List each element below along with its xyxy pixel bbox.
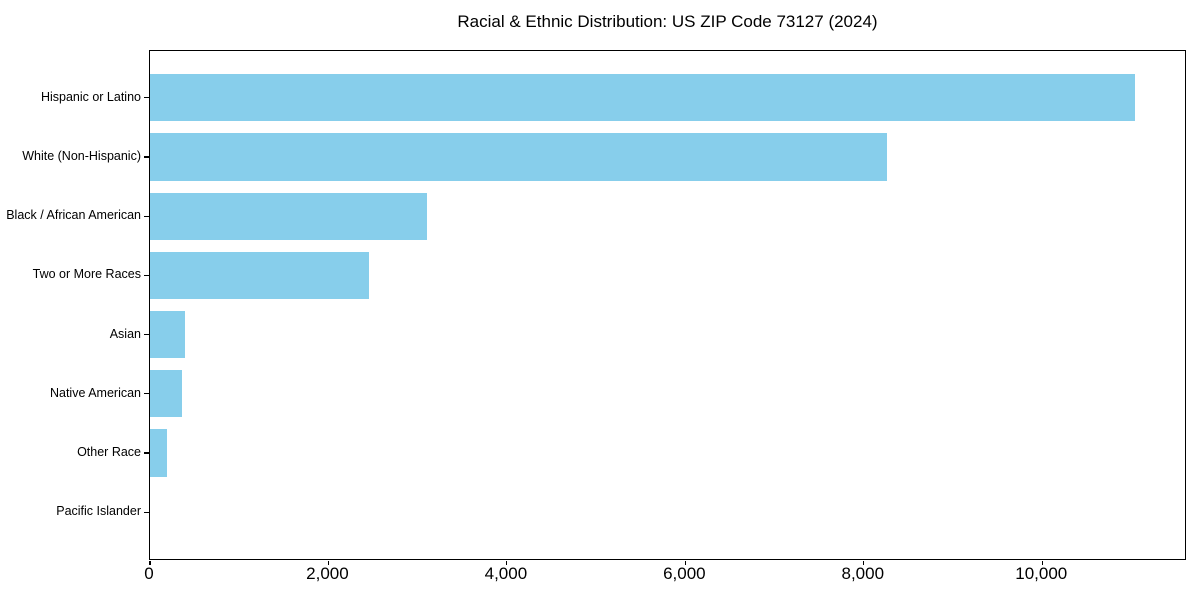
y-tick-mark	[144, 156, 149, 158]
x-axis-tick-label: 0	[144, 564, 154, 583]
y-tick-mark	[144, 393, 149, 395]
bar	[150, 429, 167, 477]
y-axis-label: Black / African American	[6, 208, 141, 223]
y-axis-label: Native American	[49, 385, 141, 400]
y-tick-mark	[144, 452, 149, 454]
y-axis-label: White (Non-Hispanic)	[22, 148, 141, 163]
bar	[150, 74, 1136, 122]
y-tick-mark	[144, 511, 149, 513]
y-tick-mark	[144, 334, 149, 336]
bar	[150, 133, 887, 181]
x-tick-mark	[506, 560, 508, 565]
y-axis-label: Two or More Races	[32, 267, 141, 282]
bar	[150, 251, 370, 300]
x-tick-mark	[684, 560, 686, 565]
y-tick-mark	[144, 97, 149, 99]
x-tick-mark	[863, 560, 865, 565]
y-tick-mark	[144, 215, 149, 217]
y-axis-label: Pacific Islander	[56, 504, 141, 519]
y-tick-mark	[144, 274, 149, 276]
x-axis-tick-label: 6,000	[663, 564, 706, 583]
plot-area	[144, 50, 1186, 565]
x-axis-tick-label: 8,000	[841, 564, 885, 583]
x-tick-mark	[327, 560, 330, 565]
y-axis-label: Other Race	[77, 445, 141, 460]
bar	[150, 370, 183, 418]
y-axis-label: Hispanic or Latino	[40, 89, 141, 104]
x-axis-tick-label: 4,000	[484, 564, 528, 583]
x-tick-mark	[1041, 560, 1043, 565]
y-axis-label: Asian	[109, 326, 141, 341]
x-axis-tick-label: 10,000	[1015, 564, 1068, 583]
x-axis-tick-label: 2,000	[306, 564, 349, 583]
bar	[150, 310, 185, 359]
bar	[150, 192, 428, 240]
chart-title: Racial & Ethnic Distribution: US ZIP Cod…	[457, 12, 878, 31]
x-tick-mark	[149, 560, 151, 565]
